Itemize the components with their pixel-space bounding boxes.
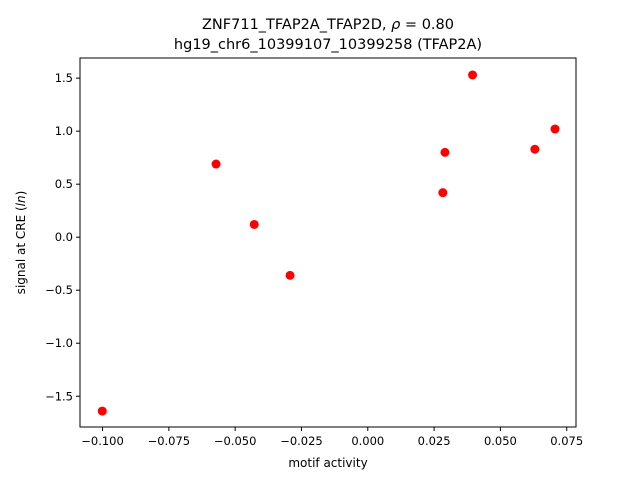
y-tick-label: 1.5 — [55, 71, 73, 85]
x-tick-label: −0.100 — [81, 434, 124, 448]
x-axis-label: motif activity — [288, 456, 367, 470]
y-axis-label-suffix: ) — [14, 191, 28, 196]
y-axis-label: signal at CRE (ln) — [14, 191, 28, 295]
chart-title-rho-symbol: ρ — [391, 17, 401, 33]
x-tick-label: 0.050 — [484, 434, 517, 448]
data-points — [97, 70, 560, 416]
y-tick-label: 0.5 — [55, 177, 73, 191]
y-axis-ticks: −1.5 −1.0 −0.5 0.0 0.5 1.0 1.5 — [45, 71, 80, 403]
x-tick-label: −0.025 — [280, 434, 323, 448]
y-tick-label: 1.0 — [55, 124, 73, 138]
chart-title-rho-value: = 0.80 — [400, 17, 454, 33]
chart-title-line2: hg19_chr6_10399107_10399258 (TFAP2A) — [174, 37, 482, 53]
data-point — [468, 70, 478, 80]
chart-title-prefix: ZNF711_TFAP2A_TFAP2D, — [202, 17, 391, 33]
plot-area-frame — [79, 57, 577, 428]
chart-title-line1: ZNF711_TFAP2A_TFAP2D, ρ = 0.80 — [202, 17, 454, 33]
y-tick-label: −1.0 — [45, 336, 73, 350]
x-tick-label: 0.000 — [351, 434, 384, 448]
data-point — [530, 144, 540, 154]
y-tick-label: −0.5 — [45, 283, 73, 297]
data-point — [249, 219, 259, 229]
data-point — [285, 270, 295, 280]
y-axis-label-italic: ln — [14, 195, 28, 206]
y-tick-label: 0.0 — [55, 230, 73, 244]
data-point — [211, 159, 221, 169]
x-tick-label: 0.075 — [550, 434, 583, 448]
x-axis-ticks: −0.100 −0.075 −0.050 −0.025 0.000 0.025 0.050 0… — [81, 427, 583, 448]
data-point — [550, 124, 560, 134]
y-axis-label-prefix: signal at CRE ( — [14, 206, 28, 294]
x-tick-label: −0.075 — [148, 434, 191, 448]
y-tick-label: −1.5 — [45, 389, 73, 403]
x-tick-label: −0.050 — [214, 434, 257, 448]
data-point — [438, 188, 448, 198]
data-point — [440, 147, 450, 157]
data-point — [97, 406, 107, 416]
x-tick-label: 0.025 — [418, 434, 451, 448]
